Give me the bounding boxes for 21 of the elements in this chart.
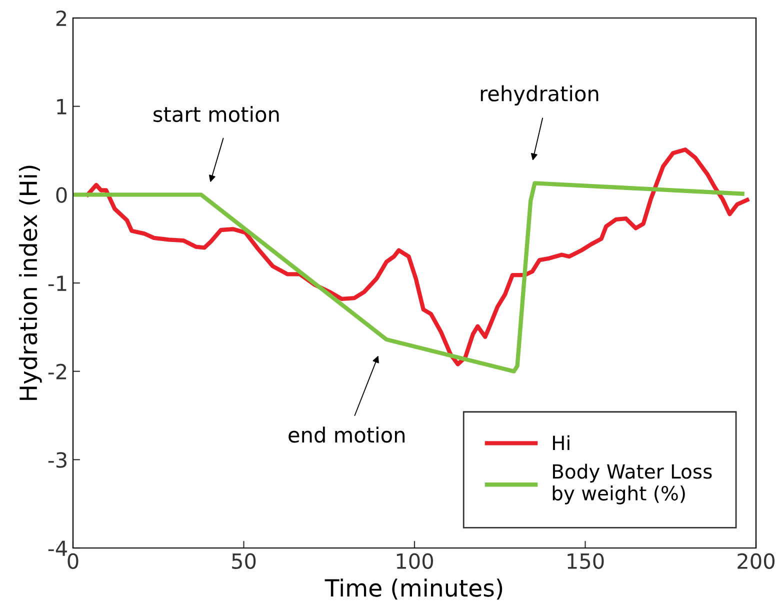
x-tick-label: 0 — [68, 553, 78, 569]
y-axis-title: Hydration index (Hi) — [18, 166, 42, 400]
legend-label: Hi — [553, 435, 570, 450]
legend-label: Body Water Loss by weight (%) — [552, 464, 712, 504]
y-tick-label: 0 — [56, 187, 67, 203]
y-tick-label: -4 — [48, 540, 67, 556]
y-tick-label: -3 — [48, 452, 66, 468]
x-tick-label: 50 — [232, 553, 256, 569]
x-tick-label: 100 — [396, 553, 433, 569]
y-tick-label: -1 — [48, 276, 66, 291]
y-tick-label: 2 — [56, 10, 66, 26]
annotation: start motion — [154, 106, 279, 122]
line-series — [86, 148, 750, 366]
y-tick-label: -2 — [48, 364, 66, 380]
y-tick-label: 1 — [57, 99, 66, 114]
annotation: rehydration — [480, 85, 598, 106]
x-tick-label: 150 — [568, 553, 604, 569]
line-series — [73, 181, 744, 374]
annotation: end motion — [288, 426, 405, 443]
x-axis-title: Time (minutes) — [324, 578, 502, 600]
x-tick-label: 200 — [738, 553, 774, 569]
